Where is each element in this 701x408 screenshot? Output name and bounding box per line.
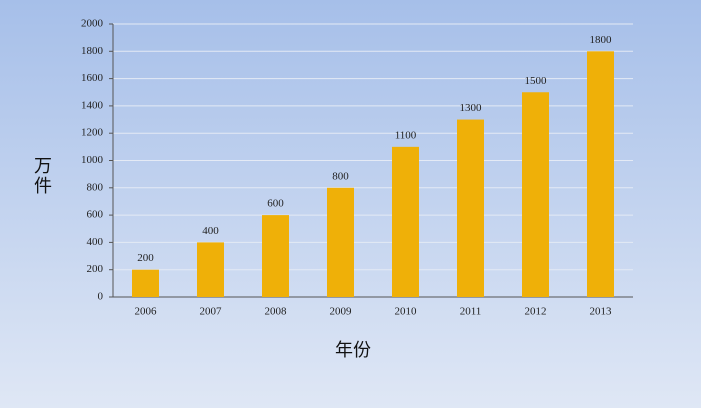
bar — [262, 215, 289, 297]
x-tick-label: 2013 — [590, 306, 613, 318]
y-tick-label: 1400 — [81, 99, 104, 111]
y-tick-label: 600 — [87, 209, 104, 221]
bar — [392, 146, 419, 297]
y-tick-label: 1600 — [81, 72, 104, 84]
bar — [457, 119, 484, 297]
data-label: 800 — [332, 170, 349, 182]
bar — [132, 269, 159, 297]
y-tick-label: 2000 — [81, 18, 104, 30]
x-tick-label: 2012 — [525, 306, 547, 318]
data-label: 600 — [267, 198, 284, 210]
data-label: 1300 — [460, 102, 483, 114]
x-tick-label: 2009 — [330, 306, 353, 318]
x-tick-label: 2011 — [460, 306, 482, 318]
bar — [522, 92, 549, 297]
x-tick-label: 2010 — [395, 306, 418, 318]
y-tick-label: 200 — [87, 263, 104, 275]
x-axis-title: 年份 — [335, 340, 371, 361]
bar — [327, 187, 354, 297]
data-label: 200 — [137, 252, 154, 264]
data-label: 1100 — [395, 129, 417, 141]
y-tick-label: 1800 — [81, 45, 104, 57]
y-tick-label: 0 — [98, 291, 104, 303]
x-tick-label: 2008 — [265, 306, 288, 318]
y-tick-label: 400 — [87, 236, 104, 248]
bar — [587, 51, 614, 297]
y-tick-label: 1200 — [81, 127, 104, 139]
x-tick-label: 2007 — [200, 306, 223, 318]
y-axis-title: 万件 — [31, 156, 52, 196]
x-tick-label: 2006 — [135, 306, 158, 318]
data-label: 1800 — [590, 34, 613, 46]
y-tick-label: 800 — [87, 181, 104, 193]
data-label: 1500 — [525, 75, 548, 87]
y-tick-label: 1000 — [81, 154, 104, 166]
data-label: 400 — [202, 225, 219, 237]
bar — [197, 242, 224, 297]
